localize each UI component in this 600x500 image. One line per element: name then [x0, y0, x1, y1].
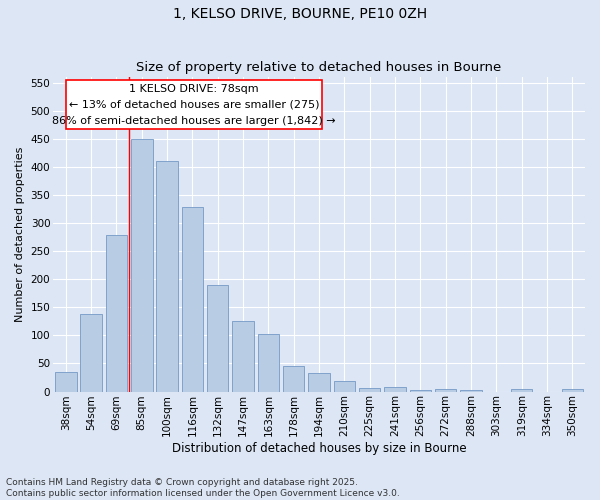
Text: Contains HM Land Registry data © Crown copyright and database right 2025.
Contai: Contains HM Land Registry data © Crown c… — [6, 478, 400, 498]
Bar — [257, 334, 279, 392]
Bar — [131, 139, 152, 392]
Bar — [384, 387, 406, 392]
Text: 86% of semi-detached houses are larger (1,842) →: 86% of semi-detached houses are larger (… — [52, 116, 336, 126]
X-axis label: Distribution of detached houses by size in Bourne: Distribution of detached houses by size … — [172, 442, 466, 455]
Text: 1 KELSO DRIVE: 78sqm: 1 KELSO DRIVE: 78sqm — [129, 84, 259, 94]
Bar — [562, 388, 583, 392]
Bar — [232, 322, 254, 392]
Bar — [182, 208, 203, 392]
FancyBboxPatch shape — [67, 80, 322, 129]
Bar — [55, 372, 77, 392]
Bar — [334, 381, 355, 392]
Bar — [207, 285, 229, 392]
Bar — [460, 390, 482, 392]
Text: 1, KELSO DRIVE, BOURNE, PE10 0ZH: 1, KELSO DRIVE, BOURNE, PE10 0ZH — [173, 8, 427, 22]
Bar — [283, 366, 304, 392]
Bar — [359, 388, 380, 392]
Bar — [80, 314, 102, 392]
Y-axis label: Number of detached properties: Number of detached properties — [15, 146, 25, 322]
Bar — [308, 373, 330, 392]
Title: Size of property relative to detached houses in Bourne: Size of property relative to detached ho… — [136, 62, 502, 74]
Bar — [106, 236, 127, 392]
Bar — [410, 390, 431, 392]
Bar — [435, 390, 457, 392]
Text: ← 13% of detached houses are smaller (275): ← 13% of detached houses are smaller (27… — [69, 100, 319, 110]
Bar — [511, 388, 532, 392]
Bar — [157, 162, 178, 392]
